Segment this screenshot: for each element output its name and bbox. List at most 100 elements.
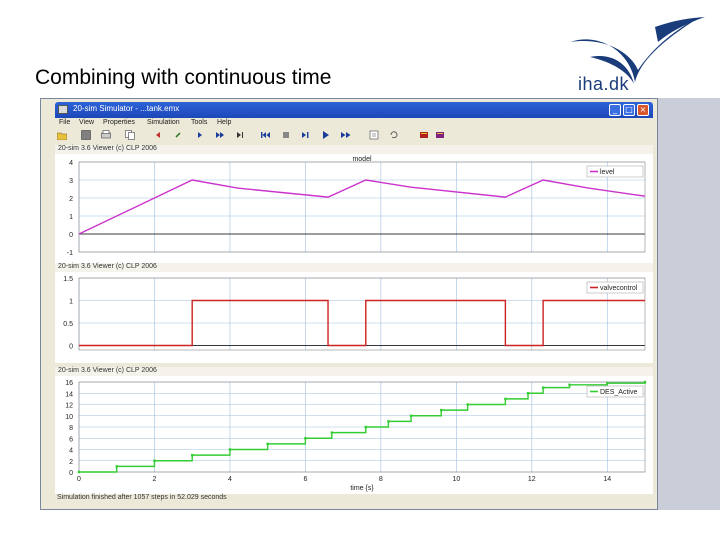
x-tick-label: 8	[379, 476, 383, 483]
maximize-button[interactable]: □	[623, 104, 635, 116]
data-point	[330, 431, 334, 434]
y-tick-label: 4	[69, 160, 73, 167]
minimize-button[interactable]: _	[609, 104, 621, 116]
close-button[interactable]: ×	[637, 104, 649, 116]
y-tick-label: 8	[69, 425, 73, 432]
play-step-icon[interactable]	[321, 130, 331, 140]
pane-header-text: 20-sim 3.6 Viewer (c) CLP 2006	[58, 145, 157, 152]
x-tick-label: 0	[77, 476, 81, 483]
window-title: 20-sim Simulator - ...tank.emx	[73, 104, 180, 113]
data-point	[466, 403, 469, 406]
data-point	[77, 470, 81, 474]
pane-header: 20-sim 3.6 Viewer (c) CLP 2006	[55, 145, 653, 154]
slide-title: Combining with continuous time	[35, 66, 332, 89]
plot-pane-valvecontrol: 20-sim 3.6 Viewer (c) CLP 2006 0 0.5 1 1.5 v…	[55, 263, 653, 363]
y-tick-label: 14	[65, 391, 73, 398]
play-icon[interactable]	[301, 130, 311, 140]
step-forward-icon[interactable]	[195, 130, 205, 140]
x-tick-label: 2	[153, 476, 157, 483]
data-point	[568, 383, 571, 387]
open-icon[interactable]	[57, 130, 67, 140]
chart-valvecontrol: 0 0.5 1 1.5 valvecontrol	[63, 276, 646, 351]
menu-properties[interactable]: Properties	[103, 119, 135, 126]
menu-file[interactable]: File	[59, 119, 71, 126]
legend-box	[586, 281, 644, 294]
chart-level: -1 0 1 2 3 4 model level	[67, 156, 646, 257]
save-icon[interactable]	[81, 130, 91, 140]
y-tick-label: 2	[69, 459, 73, 466]
copy-icon[interactable]	[125, 130, 135, 140]
x-tick-label: 6	[303, 476, 307, 483]
legend-label: DES_Active	[600, 389, 637, 396]
y-tick-label: 3	[69, 178, 73, 185]
legend-label: level	[600, 169, 615, 176]
help-book-icon[interactable]	[435, 130, 445, 140]
data-point	[228, 448, 232, 451]
skip-icon[interactable]	[215, 130, 225, 140]
x-axis-label: time {s}	[350, 485, 374, 492]
step-icon[interactable]	[173, 130, 183, 140]
pane-header-text: 20-sim 3.6 Viewer (c) CLP 2006	[58, 263, 157, 270]
window-titlebar[interactable]: 20-sim Simulator - ...tank.emx _ □ ×	[55, 102, 653, 118]
data-point	[387, 420, 390, 423]
plot-frame	[78, 277, 646, 351]
menu-help[interactable]: Help	[217, 119, 232, 126]
next-icon[interactable]	[235, 130, 245, 140]
menu-tools[interactable]: Tools	[191, 119, 208, 126]
pane-header: 20-sim 3.6 Viewer (c) CLP 2006	[55, 367, 653, 376]
menu-bar: File View Properties Simulation Tools He…	[55, 119, 653, 129]
chart-des-active: 0 2 4 6 8 10 12 14 16 0 2 4 6 8 10 12 14 time {s} DES_Acti…	[65, 380, 647, 492]
data-point	[526, 392, 530, 395]
y-tick-label: 2	[69, 196, 73, 203]
series-line-valvecontrol	[79, 299, 645, 347]
series-line-level	[78, 179, 646, 235]
x-tick-label: 14	[603, 476, 611, 483]
data-point	[115, 465, 118, 468]
y-tick-label: 1.5	[63, 276, 73, 283]
logo-text: iha.dk	[578, 74, 630, 94]
y-tick-label: -1	[67, 250, 73, 257]
iha-logo	[570, 17, 705, 84]
y-tick-label: 1	[69, 299, 73, 306]
book-icon[interactable]	[419, 130, 429, 140]
status-text: Simulation finished after 1057 steps in …	[57, 494, 227, 501]
data-point	[643, 380, 647, 384]
step-back-icon[interactable]	[153, 130, 163, 140]
y-tick-label: 10	[65, 414, 73, 421]
x-tick-label: 12	[528, 476, 536, 483]
app-icon	[58, 105, 68, 114]
pane-header-text: 20-sim 3.6 Viewer (c) CLP 2006	[58, 367, 157, 374]
y-tick-label: 0	[69, 470, 73, 477]
plot-pane-des-active: 20-sim 3.6 Viewer (c) CLP 2006 0 2 4 6 8 10 12…	[55, 367, 653, 494]
chart-title: model	[352, 156, 372, 163]
y-tick-label: 1	[69, 214, 73, 221]
y-tick-label: 4	[69, 448, 73, 455]
data-point	[191, 453, 194, 457]
data-point	[364, 425, 367, 429]
menu-view[interactable]: View	[79, 119, 95, 126]
fast-forward-icon[interactable]	[341, 130, 351, 140]
y-tick-label: 0	[69, 232, 73, 239]
y-tick-label: 0	[69, 344, 73, 351]
reset-icon[interactable]	[389, 130, 399, 140]
x-tick-label: 10	[452, 476, 460, 483]
data-point	[304, 437, 307, 440]
print-icon[interactable]	[101, 130, 111, 140]
y-tick-label: 6	[69, 436, 73, 443]
menu-simulation[interactable]: Simulation	[147, 119, 180, 126]
data-point	[266, 442, 269, 446]
stop-icon[interactable]	[281, 130, 291, 140]
background-strip	[658, 98, 720, 510]
plot-frame	[78, 381, 646, 473]
data-point	[153, 459, 156, 462]
data-point	[409, 414, 413, 417]
options-icon[interactable]	[369, 130, 379, 140]
legend-label: valvecontrol	[600, 285, 638, 292]
toolbar	[55, 129, 653, 143]
y-tick-label: 16	[65, 380, 73, 387]
status-bar: Simulation finished after 1057 steps in …	[55, 494, 653, 504]
plot-pane-level: 20-sim 3.6 Viewer (c) CLP 2006 -1 0 1 2 3 4 mo…	[55, 145, 653, 263]
simulator-window: 20-sim Simulator - ...tank.emx _ □ × Fil…	[40, 98, 658, 510]
y-tick-label: 12	[65, 403, 73, 410]
rewind-icon[interactable]	[261, 130, 271, 140]
